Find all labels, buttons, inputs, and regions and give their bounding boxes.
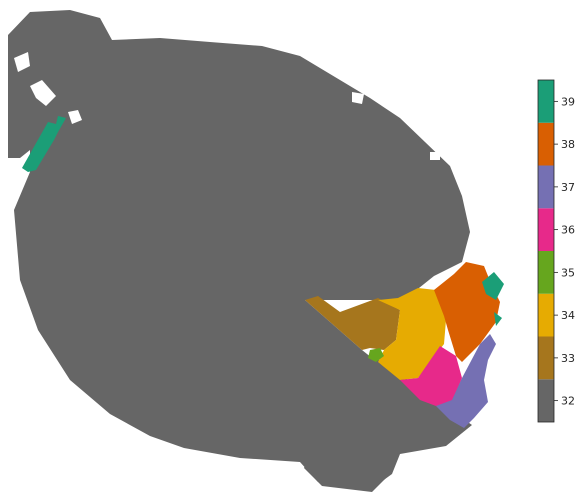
map-region-plot (8, 10, 504, 492)
map-hole-top-left (14, 52, 30, 72)
colorbar-segment-34 (538, 293, 554, 337)
colorbar-segment-35 (538, 251, 554, 294)
colorbar-tick-label-33: 33 (561, 352, 575, 365)
region-38-band (434, 262, 500, 362)
map-hole-upper (30, 80, 56, 106)
region-32-lower-lobe (304, 430, 398, 492)
colorbar-tick-label-34: 34 (561, 309, 575, 322)
colorbar-tick-label-37: 37 (561, 181, 575, 194)
region-36-band (400, 346, 462, 406)
map-hole-small (68, 110, 82, 124)
colorbar-segment-39 (538, 80, 554, 123)
colorbar-tick-label-39: 39 (561, 95, 575, 108)
region-39-edge-patch (482, 272, 504, 300)
colorbar-segment-37 (538, 165, 554, 209)
colorbar-tick-label-35: 35 (561, 266, 575, 279)
colorbar-tick-label-32: 32 (561, 395, 575, 408)
region-37-band (436, 334, 496, 428)
colorbar-frame (537, 79, 555, 423)
colorbar-segment-33 (538, 336, 554, 380)
colorbar-tick-label-38: 38 (561, 138, 575, 151)
colorbar-tick-label-36: 36 (561, 224, 575, 237)
region-39-upper-left-strip (22, 116, 66, 172)
colorbar: 32 33 34 35 36 37 38 39 (537, 79, 575, 423)
region-34-band (378, 288, 446, 380)
colorbar-segment-38 (538, 122, 554, 166)
colorbar-segment-36 (538, 208, 554, 251)
region-32-main (8, 10, 472, 490)
region-39-edge-notch (494, 312, 502, 326)
colorbar-segment-32 (538, 379, 554, 422)
map-hole-right-2 (430, 152, 440, 160)
map-hole-right (352, 92, 364, 104)
region-35-patch (368, 348, 384, 362)
region-33-wedge (305, 296, 400, 350)
